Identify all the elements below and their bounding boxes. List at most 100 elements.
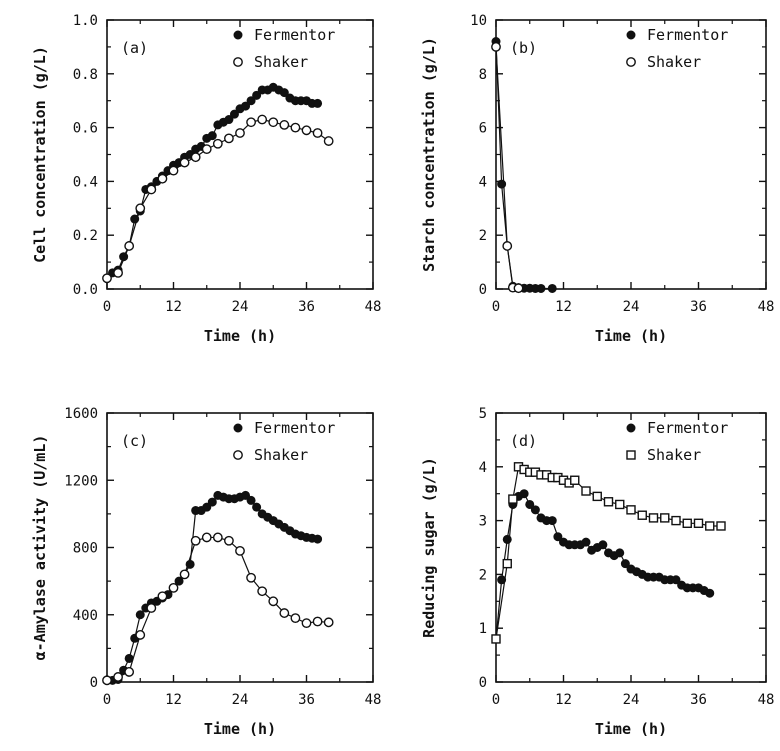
- data-point: [626, 505, 636, 515]
- data-point: [241, 490, 251, 500]
- x-tick-label: 24: [232, 299, 249, 315]
- data-point: [246, 495, 256, 505]
- data-point: [491, 634, 501, 644]
- x-axis-title: Time (h): [595, 327, 667, 345]
- x-tick-label: 48: [365, 299, 382, 315]
- legend-marker: [626, 57, 636, 67]
- data-point: [491, 42, 501, 52]
- legend-marker: [233, 423, 243, 433]
- legend-marker: [626, 423, 636, 433]
- data-point: [252, 90, 262, 100]
- y-axis-title: Starch concentration (g/L): [420, 37, 438, 272]
- data-point: [235, 545, 245, 556]
- x-tick-label: 48: [758, 692, 775, 708]
- data-point: [146, 603, 157, 613]
- data-point: [168, 165, 179, 176]
- data-point: [598, 540, 608, 550]
- data-point: [581, 486, 591, 496]
- data-point: [212, 138, 223, 149]
- y-tick-label: 0.4: [73, 174, 98, 190]
- series-shaker: [491, 462, 726, 644]
- data-point: [530, 505, 540, 515]
- data-point: [124, 667, 135, 677]
- data-point: [671, 515, 681, 526]
- legend-marker: [626, 450, 636, 460]
- panel-label: (d): [510, 432, 537, 450]
- x-tick-label: 36: [690, 692, 707, 708]
- legend-label: Shaker: [254, 53, 308, 71]
- data-point: [323, 617, 334, 628]
- data-point: [212, 532, 223, 543]
- data-point: [190, 152, 201, 163]
- x-tick-label: 0: [103, 692, 111, 708]
- y-tick-label: 0: [90, 675, 98, 691]
- data-point: [502, 558, 512, 569]
- data-point: [124, 241, 135, 251]
- x-tick-label: 24: [232, 692, 249, 708]
- legend-marker: [233, 57, 243, 67]
- x-tick-label: 12: [555, 299, 572, 315]
- series-line: [106, 536, 329, 681]
- data-point: [246, 96, 256, 106]
- legend-marker: [626, 30, 636, 40]
- y-tick-label: 6: [479, 121, 487, 137]
- x-tick-label: 0: [492, 692, 500, 708]
- panel-label: (b): [510, 39, 537, 57]
- y-tick-label: 3: [479, 514, 487, 530]
- data-point: [207, 497, 217, 507]
- series-fermentor: [491, 489, 715, 644]
- data-point: [235, 128, 245, 138]
- data-point: [671, 575, 681, 585]
- data-point: [252, 502, 262, 512]
- x-axis-title: Time (h): [204, 720, 276, 738]
- y-tick-label: 4: [479, 460, 487, 476]
- data-point: [229, 109, 239, 119]
- data-point: [241, 101, 251, 111]
- data-point: [190, 535, 201, 546]
- data-point: [246, 117, 256, 128]
- y-tick-label: 800: [73, 541, 98, 557]
- y-tick-label: 8: [479, 67, 487, 83]
- panel-c: 0 12 24 36 48 0 400 800 1200 1600 Time (h) α-Amylas…: [31, 406, 381, 738]
- data-point: [581, 537, 591, 547]
- data-point: [693, 518, 704, 528]
- data-point: [716, 521, 726, 531]
- data-point: [660, 513, 670, 523]
- data-point: [268, 596, 279, 607]
- legend-marker: [233, 30, 243, 40]
- data-point: [113, 267, 123, 278]
- series-shaker: [102, 114, 334, 284]
- data-point: [290, 613, 301, 624]
- y-tick-label: 0.0: [73, 282, 98, 298]
- data-point: [102, 273, 112, 284]
- y-tick-label: 5: [479, 406, 487, 422]
- data-point: [312, 616, 323, 627]
- x-tick-label: 36: [690, 299, 707, 315]
- series-fermentor: [102, 490, 323, 685]
- data-point: [246, 572, 256, 583]
- data-point: [705, 521, 715, 531]
- data-point: [290, 122, 301, 133]
- y-tick-label: 1: [479, 621, 487, 637]
- data-point: [224, 115, 234, 125]
- data-point: [620, 559, 630, 569]
- data-point: [179, 157, 190, 168]
- x-axis-title: Time (h): [204, 327, 276, 345]
- data-point: [179, 569, 190, 580]
- series-fermentor: [491, 37, 557, 293]
- y-tick-label: 0.2: [73, 228, 98, 244]
- y-tick-label: 2: [479, 228, 487, 244]
- data-point: [615, 499, 625, 510]
- data-point: [615, 548, 625, 558]
- data-point: [502, 241, 513, 251]
- series-line: [106, 86, 318, 279]
- y-tick-label: 1600: [64, 406, 98, 422]
- data-point: [279, 88, 289, 98]
- data-point: [519, 489, 529, 499]
- legend-label: Fermentor: [254, 26, 335, 44]
- y-tick-label: 10: [470, 13, 487, 29]
- data-point: [224, 133, 234, 144]
